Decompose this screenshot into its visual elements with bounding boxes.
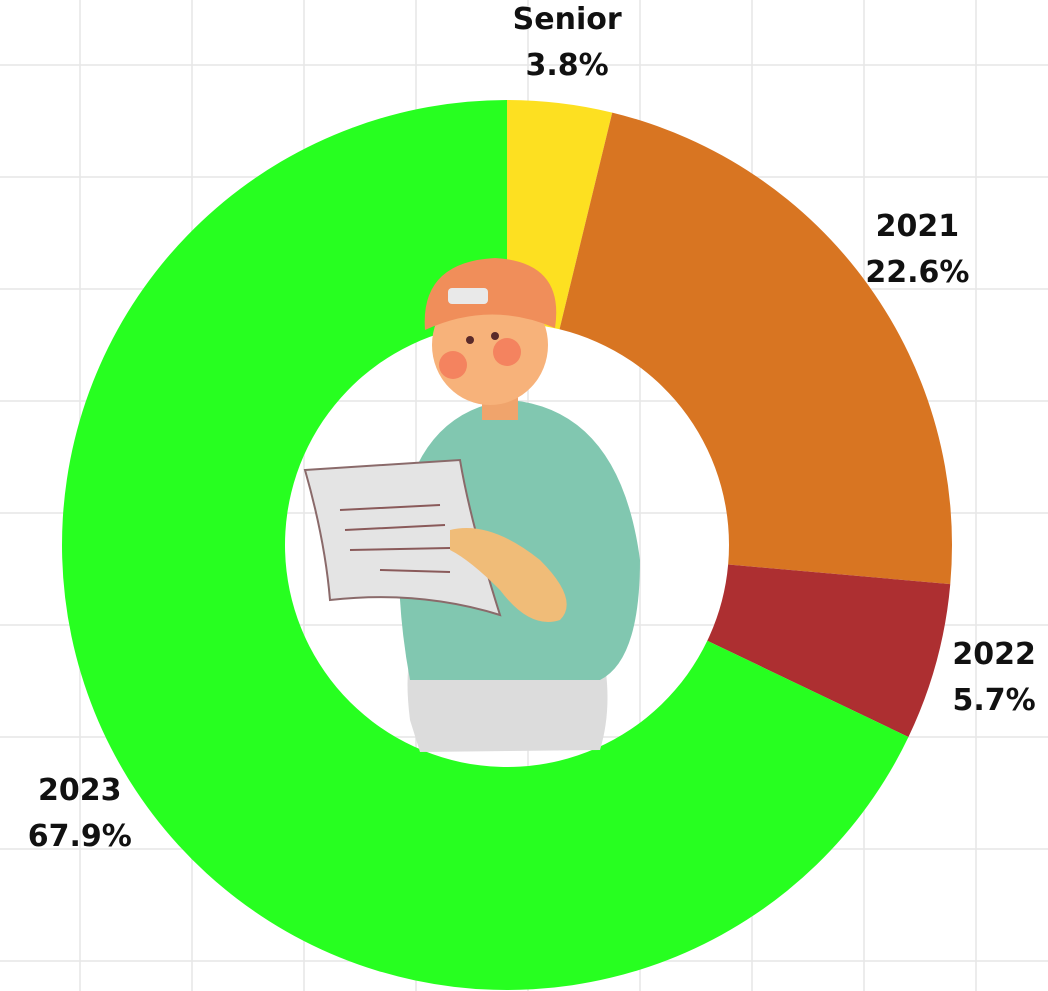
value-label: 3.8% [526, 48, 609, 83]
eye [466, 336, 474, 344]
hand [450, 528, 567, 622]
donut-slice [707, 564, 951, 737]
category-label: 2021 [876, 209, 960, 244]
category-label: 2022 [952, 637, 1036, 672]
labels: Senior 3.8% 2021 22.6% 2022 5.7% 2023 67.9% [28, 2, 1036, 854]
hat-patch [448, 288, 488, 304]
donut-slice [61, 99, 909, 991]
newspaper [303, 458, 502, 617]
category-label: 2023 [38, 773, 122, 808]
cheek [439, 351, 467, 379]
donut [61, 99, 952, 991]
category-label: Senior [513, 2, 622, 37]
newspaper-lines [339, 504, 451, 573]
value-label: 5.7% [952, 683, 1035, 718]
donut-slice [559, 112, 952, 585]
value-label: 22.6% [865, 255, 969, 290]
value-label: 67.9% [28, 819, 132, 854]
illustration [303, 258, 640, 752]
hat [424, 258, 557, 330]
cheek [493, 338, 521, 366]
eye [491, 332, 499, 340]
